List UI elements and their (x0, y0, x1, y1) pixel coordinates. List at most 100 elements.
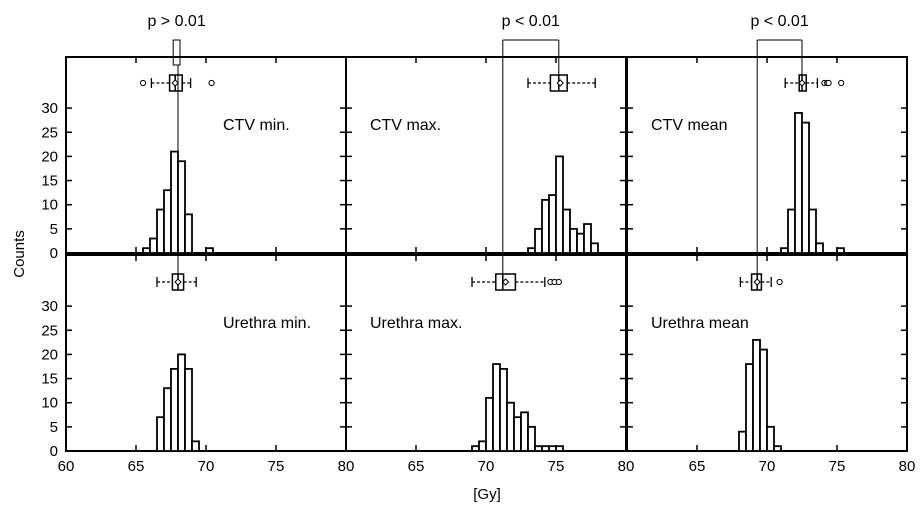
boxplot-outlier (776, 278, 783, 286)
histogram-bar (745, 363, 754, 452)
histogram-bar (541, 445, 550, 452)
comparison-2: p < 0.01 (750, 13, 809, 274)
histogram-bar (808, 208, 817, 254)
histogram-bar (583, 223, 592, 254)
histogram-bar (752, 339, 761, 452)
comparison-p-value: p < 0.01 (750, 13, 808, 30)
histogram-bar (184, 213, 193, 254)
histogram-bar (170, 150, 179, 254)
histogram-bar (555, 155, 564, 254)
comparison-p-value: p > 0.01 (147, 13, 205, 30)
histogram-bar (163, 387, 172, 452)
x-tick-label: 70 (759, 458, 776, 475)
x-tick-label: 70 (198, 458, 215, 475)
y-tick-label: 10 (41, 197, 58, 214)
panels-layer: 0 5 10 15 20 25 30 CTV min. CTV max. CTV mean 0 5 10… (41, 56, 916, 475)
panel-label: Urethra min. (223, 315, 311, 332)
histogram-bar (142, 247, 151, 254)
histogram-bar (499, 367, 508, 452)
boxplot-mean-marker (556, 79, 564, 87)
panel-frame (626, 56, 908, 254)
histogram-bar (534, 227, 543, 254)
histogram-bar (177, 160, 186, 254)
x-tick-label: 65 (689, 458, 706, 475)
histogram-bar (471, 445, 480, 452)
y-tick-label: 25 (41, 322, 58, 339)
x-tick-label: 80 (338, 458, 355, 475)
histogram-bar (513, 416, 522, 452)
x-tick-label: 70 (478, 458, 495, 475)
histogram-bar (555, 445, 564, 452)
histogram-bar (738, 430, 747, 452)
histogram-bar (520, 411, 529, 452)
x-tick-label: 60 (58, 458, 75, 475)
histogram-bar (205, 247, 214, 254)
boxplot-outlier (825, 79, 832, 87)
y-axis-label: Counts (11, 230, 28, 278)
histogram-bar (801, 121, 810, 254)
x-tick-label: 75 (268, 458, 285, 475)
x-tick-label: 65 (128, 458, 145, 475)
panel-label: CTV max. (370, 117, 441, 134)
comparison-1: p < 0.01 (502, 13, 560, 274)
histogram-bar (156, 208, 165, 254)
histogram-bar (759, 348, 768, 452)
panel-frame (65, 254, 347, 452)
histogram-bar (780, 247, 789, 254)
y-tick-label: 15 (41, 173, 58, 190)
panel-5: 65 70 75 80 Urethra mean (626, 254, 916, 475)
histogram-bar (766, 425, 775, 452)
y-tick-label: 20 (41, 148, 58, 165)
y-tick-label: 5 (50, 419, 58, 436)
histogram-bar (815, 242, 824, 254)
histogram-bar (773, 445, 782, 452)
panel-label: Urethra mean (651, 315, 749, 332)
boxplot-outlier (208, 79, 215, 87)
histogram-bar (156, 416, 165, 452)
boxplot-outlier (838, 79, 845, 87)
histogram-bar (787, 208, 796, 254)
histogram-bar (191, 440, 200, 452)
x-tick-label: 65 (408, 458, 425, 475)
x-tick-label: 80 (618, 458, 635, 475)
comparison-0: p > 0.01 (147, 13, 206, 274)
panel-1: CTV max. (345, 56, 627, 254)
histogram-bar (576, 232, 585, 254)
panel-0: 0 5 10 15 20 25 30 CTV min. (41, 56, 347, 262)
histogram-bar (562, 208, 571, 254)
panel-label: CTV mean (651, 117, 727, 134)
boxplot-mean-marker (174, 278, 182, 286)
histogram-bar (548, 445, 557, 452)
histogram-bar (184, 367, 193, 452)
y-tick-label: 30 (41, 100, 58, 117)
y-tick-label: 15 (41, 371, 58, 388)
y-tick-label: 10 (41, 395, 58, 412)
histogram-bar (170, 367, 179, 452)
histogram-bar (527, 247, 536, 254)
x-tick-label: 75 (548, 458, 565, 475)
comparison-annotations: p > 0.01 p < 0.01 p < 0.01 (147, 13, 809, 274)
boxplot-mean-marker (171, 79, 179, 87)
comparison-p-value: p < 0.01 (502, 13, 560, 30)
x-tick-label: 80 (899, 458, 916, 475)
boxplot-mean-marker (798, 79, 806, 87)
y-tick-label: 20 (41, 346, 58, 363)
x-axis-label: [Gy] (473, 486, 501, 503)
panel-3: 0 5 10 15 20 25 30 60 65 70 75 80 Urethra min. (41, 254, 355, 475)
boxplot-mean-marker (753, 278, 761, 286)
histogram-bar (541, 198, 550, 254)
histogram-bar (492, 363, 501, 452)
histogram-bar (590, 242, 599, 254)
panel-2: CTV mean (626, 56, 908, 254)
y-tick-label: 0 (50, 245, 58, 262)
histogram-bar (569, 227, 578, 254)
panel-frame (65, 56, 347, 254)
histogram-bar (794, 112, 803, 254)
histogram-bar (177, 353, 186, 452)
boxplot-mean-marker (501, 278, 510, 286)
histogram-bar (478, 440, 487, 452)
y-tick-label: 25 (41, 124, 58, 141)
y-tick-label: 0 (50, 443, 58, 460)
histogram-bar (836, 247, 845, 254)
